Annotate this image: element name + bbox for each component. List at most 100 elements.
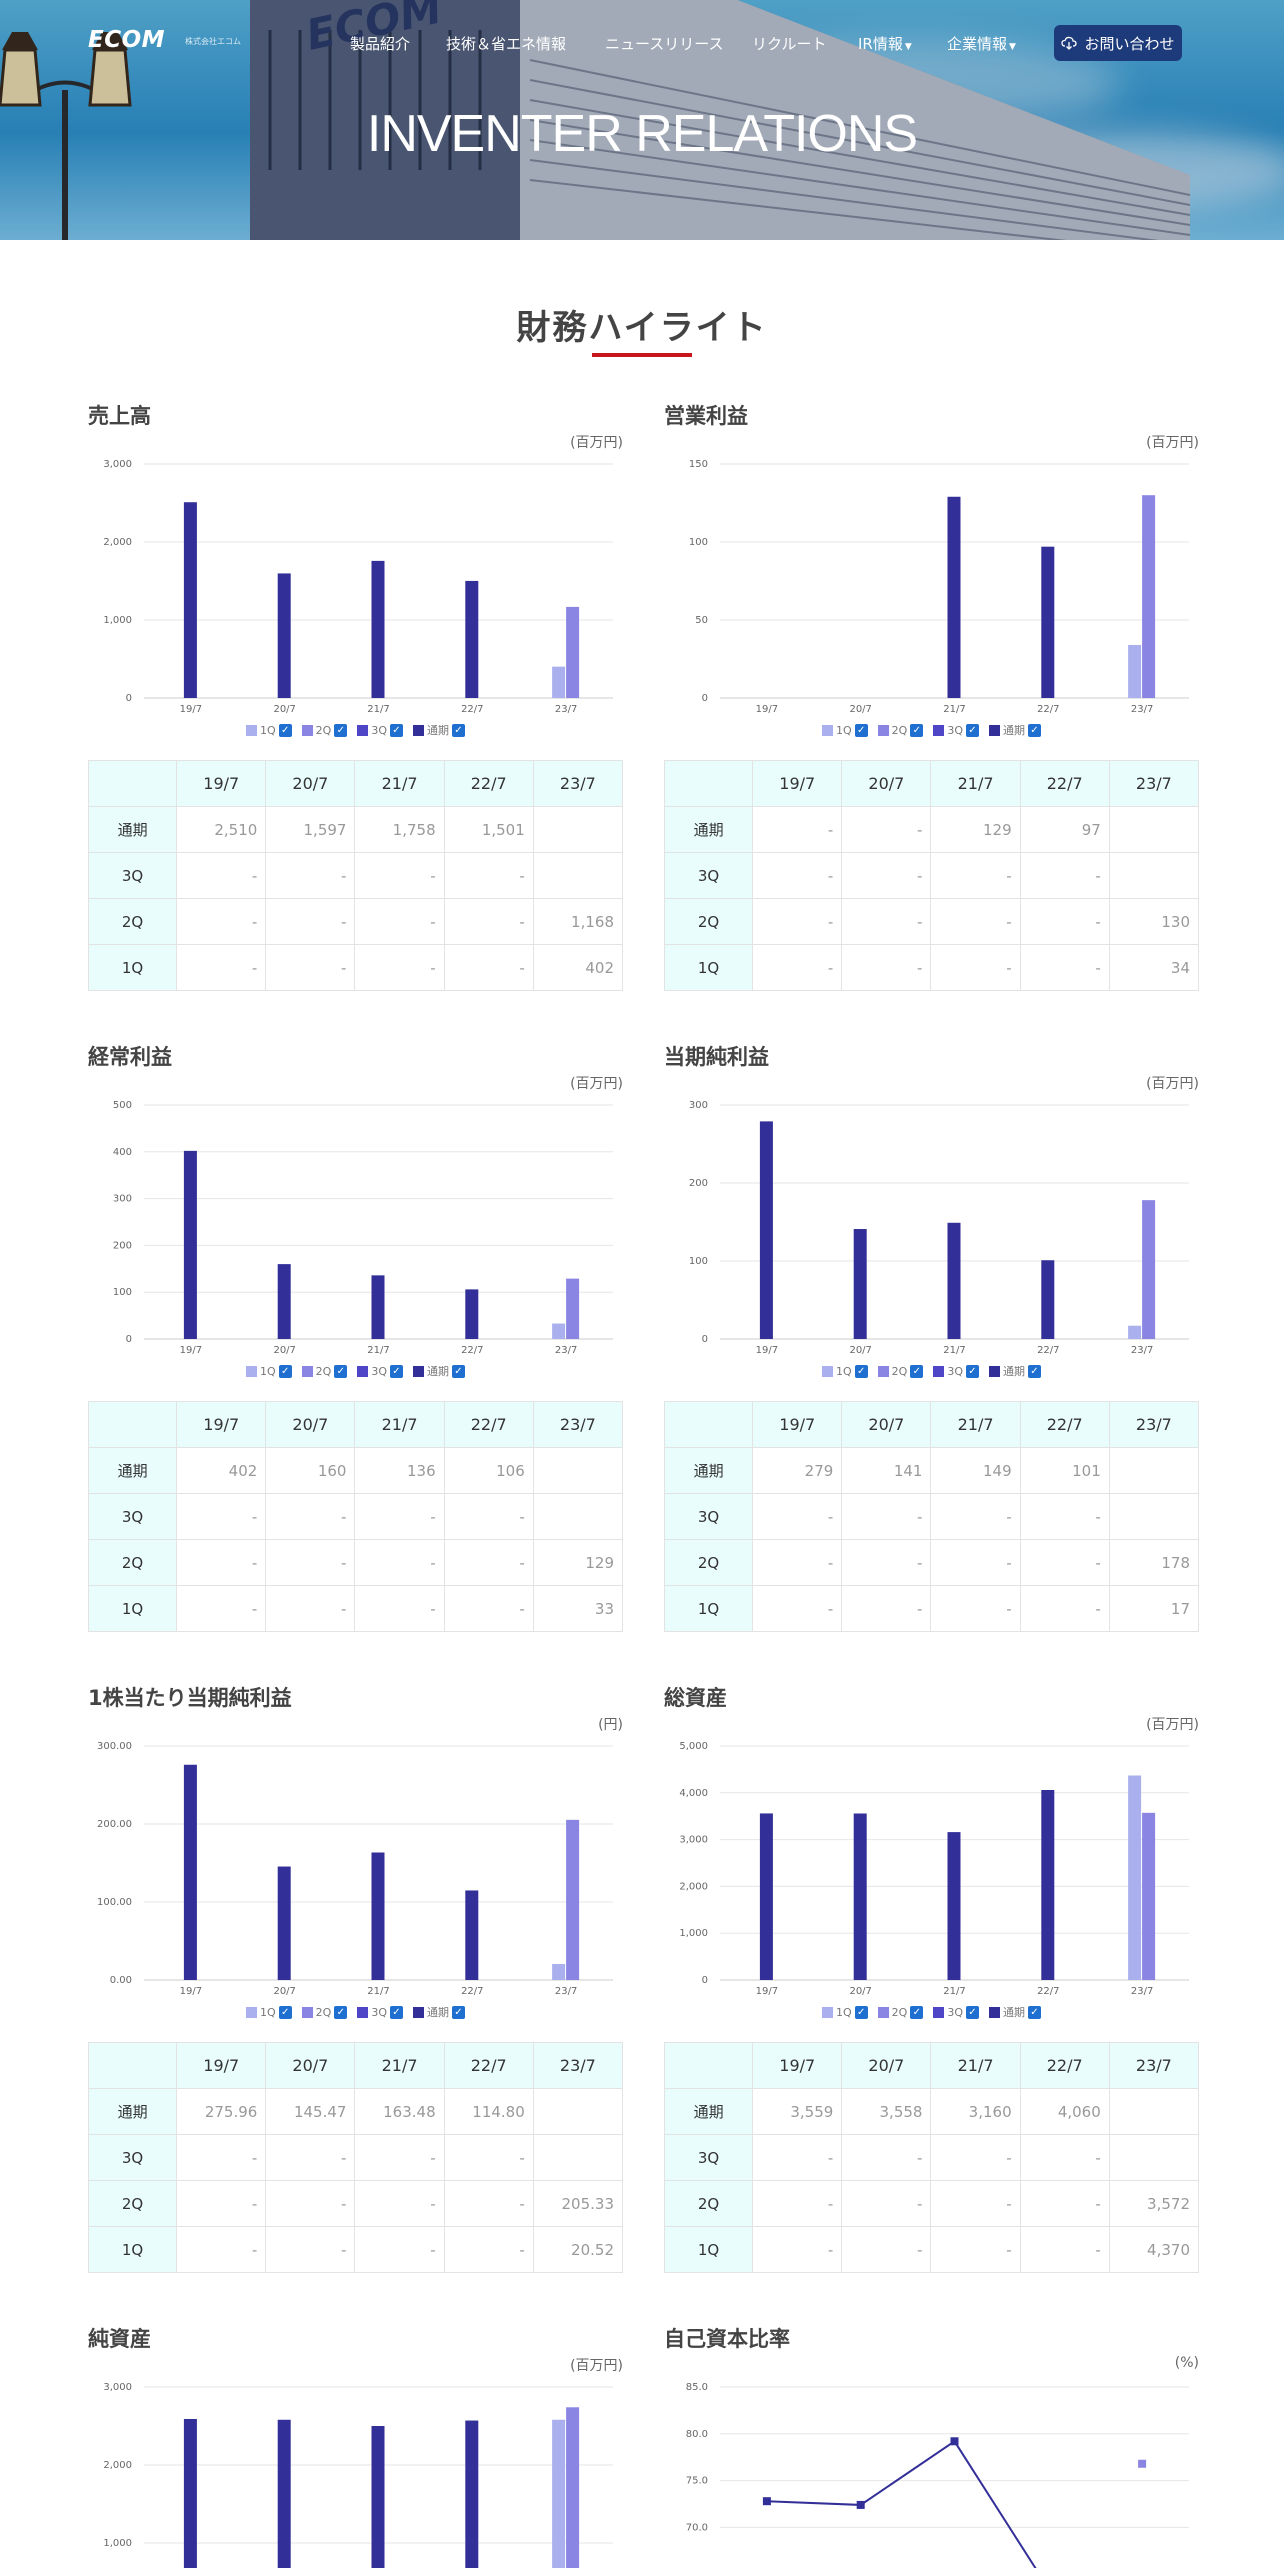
table-header: 20/7 (841, 2042, 932, 2089)
legend-checkbox[interactable]: ✓ (278, 2005, 292, 2019)
row-label: 1Q (87, 944, 178, 991)
legend-checkbox[interactable]: ✓ (910, 2005, 924, 2019)
contact-button[interactable]: お問い合わせ (1054, 25, 1182, 61)
x-tick-label: 19/7 (756, 1986, 778, 1997)
bar (465, 1289, 479, 1339)
legend-item[interactable]: 通期 ✓ (413, 722, 465, 738)
legend-item[interactable]: 通期 ✓ (989, 722, 1041, 738)
x-tick-label: 19/7 (756, 1345, 778, 1356)
y-tick-label: 3,000 (679, 1835, 708, 1846)
bar (853, 1813, 867, 1980)
legend-checkbox[interactable]: ✓ (910, 1364, 924, 1378)
y-tick-label: 500 (113, 1100, 132, 1111)
legend-checkbox[interactable]: ✓ (854, 723, 868, 737)
nav-item-company[interactable]: 企業情報 ▼ (947, 33, 1016, 54)
table-row: 2Q - - - -205.33 (87, 2180, 624, 2227)
table-cell: 4,060 (1019, 2088, 1110, 2135)
legend-checkbox[interactable]: ✓ (390, 1364, 403, 1378)
legend-item[interactable]: 1Q ✓ (245, 723, 292, 737)
table-cell: 1,501 (443, 806, 534, 853)
legend-item[interactable]: 1Q ✓ (245, 1364, 292, 1378)
legend-swatch (413, 1365, 424, 1377)
legend-item[interactable]: 1Q ✓ (821, 1364, 868, 1378)
legend-item[interactable]: 1Q ✓ (245, 2005, 292, 2019)
nav-item-products[interactable]: 製品紹介 (350, 33, 410, 54)
legend-checkbox[interactable]: ✓ (452, 723, 465, 737)
legend-item[interactable]: 3Q ✓ (933, 723, 979, 737)
table-cell: - (1019, 2180, 1110, 2227)
y-tick-label: 0 (702, 693, 708, 704)
legend-label: 通期 (427, 724, 449, 737)
table-cell: - (1019, 1493, 1110, 1540)
legend-checkbox[interactable]: ✓ (278, 723, 292, 737)
table-cell: - (354, 2134, 445, 2181)
table-cell: - (841, 806, 932, 853)
legend-checkbox[interactable]: ✓ (278, 1364, 292, 1378)
legend-checkbox[interactable]: ✓ (854, 2005, 868, 2019)
legend-checkbox[interactable]: ✓ (966, 1364, 979, 1378)
legend-item[interactable]: 3Q ✓ (933, 2005, 979, 2019)
legend-item[interactable]: 3Q ✓ (357, 723, 403, 737)
legend-item[interactable]: 3Q ✓ (357, 1364, 403, 1378)
legend-checkbox[interactable]: ✓ (966, 2005, 979, 2019)
legend-checkbox[interactable]: ✓ (334, 1364, 348, 1378)
legend-checkbox[interactable]: ✓ (452, 2005, 465, 2019)
nav-item-recruit[interactable]: リクルート (752, 33, 827, 54)
legend-item[interactable]: 2Q ✓ (877, 2005, 924, 2019)
legend-item[interactable]: 1Q ✓ (821, 2005, 868, 2019)
legend-item[interactable]: 1Q ✓ (821, 723, 868, 737)
table-cell: - (752, 2226, 843, 2273)
legend-item[interactable]: 3Q ✓ (357, 2005, 403, 2019)
logo[interactable]: ECOM (88, 27, 166, 53)
legend-swatch (301, 1365, 313, 1377)
legend-checkbox[interactable]: ✓ (390, 723, 403, 737)
legend-item[interactable]: 2Q ✓ (301, 1364, 348, 1378)
row-label: 通期 (87, 806, 178, 853)
y-tick-label: 100.00 (97, 1897, 132, 1908)
legend-item[interactable]: 通期 ✓ (413, 2004, 465, 2020)
table-cell: 136 (354, 1447, 445, 1494)
table-header: 19/7 (752, 2042, 843, 2089)
legend-item[interactable]: 通期 ✓ (989, 1363, 1041, 1379)
table-row: 3Q - - - - (663, 2134, 1200, 2181)
table-cell: 1,758 (354, 806, 445, 853)
nav-item-news[interactable]: ニュースリリース (605, 33, 724, 54)
legend-item[interactable]: 通期 ✓ (989, 2004, 1041, 2020)
y-tick-label: 1,000 (103, 2538, 132, 2549)
table-cell: 129 (532, 1539, 624, 1586)
legend-checkbox[interactable]: ✓ (1028, 723, 1041, 737)
legend-item[interactable]: 3Q ✓ (933, 1364, 979, 1378)
legend-checkbox[interactable]: ✓ (966, 723, 979, 737)
table-cell (532, 1447, 624, 1494)
x-tick-label: 23/7 (1131, 1345, 1153, 1356)
y-tick-label: 300 (113, 1194, 132, 1205)
table-header: 21/7 (354, 760, 445, 807)
y-tick-label: 2,000 (103, 537, 132, 548)
legend-checkbox[interactable]: ✓ (334, 2005, 348, 2019)
legend-checkbox[interactable]: ✓ (1028, 2005, 1041, 2019)
bar (277, 2419, 291, 2568)
nav-item-technology[interactable]: 技術＆省エネ情報 (446, 33, 566, 54)
legend-label: 3Q (947, 2005, 963, 2019)
table-cell: - (930, 1585, 1021, 1632)
legend-item[interactable]: 2Q ✓ (877, 723, 924, 737)
title-underline (592, 353, 692, 357)
legend-checkbox[interactable]: ✓ (854, 1364, 868, 1378)
legend-checkbox[interactable]: ✓ (334, 723, 348, 737)
legend-swatch (413, 724, 424, 736)
legend-checkbox[interactable]: ✓ (390, 2005, 403, 2019)
legend-item[interactable]: 通期 ✓ (413, 1363, 465, 1379)
nav-item-ir[interactable]: IR情報 ▼ (858, 33, 912, 54)
legend-checkbox[interactable]: ✓ (452, 1364, 465, 1378)
data-table: 19/7 20/7 21/7 22/7 23/7 通期 279 141 149 101 3Q - - - -… (663, 1401, 1200, 1632)
table-cell: - (265, 898, 356, 945)
legend-checkbox[interactable]: ✓ (910, 723, 924, 737)
table-cell: - (752, 1493, 843, 1540)
nav-label: ニュースリリース (605, 35, 724, 53)
table-header: 23/7 (1108, 760, 1200, 807)
legend-item[interactable]: 2Q ✓ (877, 1364, 924, 1378)
legend-item[interactable]: 2Q ✓ (301, 2005, 348, 2019)
data-table: 19/7 20/7 21/7 22/7 23/7 通期 275.96 145.47 163.48… (87, 2042, 624, 2273)
legend-checkbox[interactable]: ✓ (1028, 1364, 1041, 1378)
legend-item[interactable]: 2Q ✓ (301, 723, 348, 737)
